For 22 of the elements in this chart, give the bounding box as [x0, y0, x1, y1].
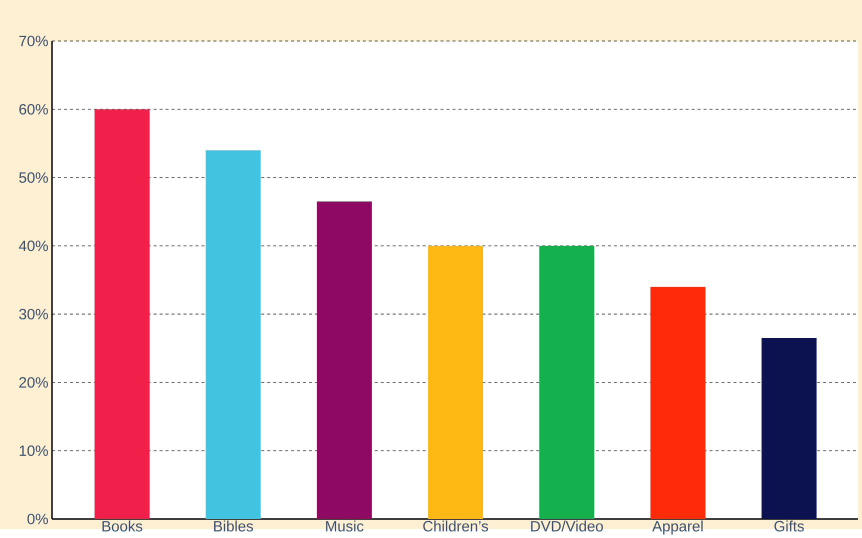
y-tick-label: 10% — [20, 446, 48, 456]
bar — [206, 150, 261, 520]
bar — [428, 246, 484, 520]
y-tick-label: 20% — [19, 377, 48, 388]
x-tick-label: Books — [102, 520, 142, 532]
y-tick-label: 70% — [19, 36, 48, 46]
y-tick-label: 50% — [19, 172, 48, 183]
y-tick-label: 0% — [27, 514, 48, 524]
x-tick-label: DVD/Video — [531, 520, 603, 532]
bar — [316, 202, 372, 520]
x-tick-label: Bibles — [214, 520, 254, 532]
y-tick-label: 30% — [19, 308, 48, 320]
y-tick-label: 60% — [19, 104, 48, 115]
x-tick-label: Gifts — [774, 520, 804, 532]
bar — [650, 286, 706, 520]
bar — [94, 109, 150, 520]
x-tick-label: Music — [326, 520, 364, 532]
x-tick-label: Children’s — [423, 520, 488, 532]
x-tick-label: Apparel — [652, 520, 703, 535]
bar — [539, 246, 594, 520]
y-tick-label: 40% — [18, 240, 48, 252]
bar — [762, 338, 817, 520]
